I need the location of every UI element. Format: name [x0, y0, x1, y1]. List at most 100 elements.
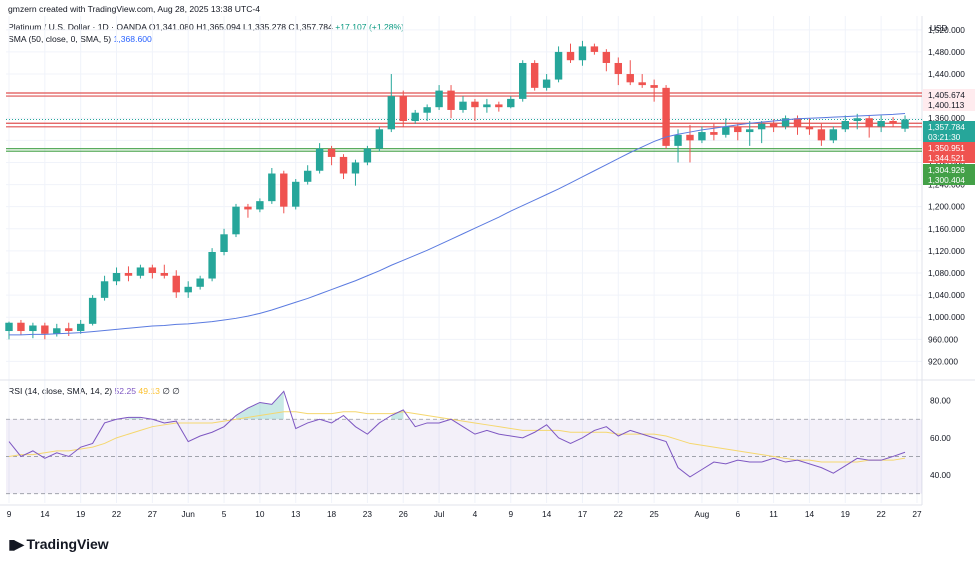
candle-body — [17, 322, 25, 332]
candle-body — [662, 87, 670, 146]
price-axis-label: 920.000 — [928, 356, 958, 366]
time-axis-label: Jun — [182, 509, 196, 519]
candle-body — [674, 134, 682, 146]
time-axis-label: Jul — [434, 509, 445, 519]
candle-body — [363, 148, 372, 163]
sma-value: 1,368.600 — [113, 34, 152, 44]
candle-body — [566, 51, 575, 61]
candle-body — [734, 126, 742, 133]
candle-body — [65, 328, 73, 332]
rsi-axis-label: 80.00 — [930, 396, 951, 406]
tradingview-logo[interactable]: ▮▶ TradingView — [8, 536, 109, 553]
candle-body — [865, 118, 873, 127]
candle-body — [686, 134, 694, 141]
candle-body — [757, 123, 766, 130]
sma-legend[interactable]: SMA (50, close, 0, SMA, 5) 1,368.600 — [8, 34, 152, 44]
time-axis-label: 6 — [735, 509, 740, 519]
candle-body — [698, 132, 706, 141]
candle-body — [375, 129, 384, 149]
price-tag: 1,350.951 — [928, 143, 965, 153]
candle-body — [148, 267, 157, 273]
candle-body — [160, 272, 169, 276]
change-value: +17.107 (+1.28%) — [335, 22, 405, 32]
time-axis-label: 22 — [877, 509, 887, 519]
time-axis-label: 9 — [7, 509, 12, 519]
candle-body — [829, 129, 838, 141]
time-axis-label: 22 — [112, 509, 122, 519]
candle-body — [244, 206, 252, 210]
candle-body — [76, 323, 85, 332]
price-axis-label: 1,200.000 — [928, 202, 965, 212]
candle-body — [100, 281, 109, 298]
candle-body — [554, 51, 563, 80]
candle-body — [578, 46, 587, 61]
resistance-tag-bg — [923, 142, 975, 163]
candle-body — [495, 104, 503, 108]
price-axis-label: 1,440.000 — [928, 69, 965, 79]
time-axis-label: Aug — [695, 509, 710, 519]
time-axis-label: 18 — [327, 509, 337, 519]
time-axis-label: 22 — [614, 509, 624, 519]
candle-body — [853, 118, 861, 122]
candle-body — [196, 278, 204, 287]
candle-body — [136, 267, 145, 276]
candle-body — [268, 173, 276, 202]
price-tag: 1,405.674 — [928, 90, 965, 100]
candle-body — [841, 121, 849, 130]
price-tag: 1,400.113 — [928, 100, 965, 110]
candle-body — [722, 126, 730, 135]
price-axis-label: 1,120.000 — [928, 246, 965, 256]
currency-label: USD — [930, 23, 948, 33]
candle-body — [459, 101, 467, 110]
rsi-axis-label: 40.00 — [930, 470, 951, 480]
candle-body — [256, 201, 264, 210]
candle-body — [387, 96, 396, 130]
rsi-label: RSI (14, close, SMA, 14, 2) — [8, 386, 113, 396]
price-tag: 1,300.404 — [928, 175, 965, 185]
candle-body — [710, 132, 718, 135]
time-axis-label: 27 — [148, 509, 158, 519]
candle-body — [602, 51, 611, 63]
candle-body — [614, 62, 623, 75]
price-tag: 1,357.784 — [928, 122, 965, 132]
candle-body — [41, 325, 49, 334]
candle-body — [232, 206, 240, 235]
price-axis-label: 1,480.000 — [928, 47, 965, 57]
time-axis-label: 23 — [363, 509, 373, 519]
candle-body — [124, 272, 133, 276]
candle-body — [638, 82, 646, 86]
candle-body — [471, 101, 479, 108]
symbol-title[interactable]: Platinum / U.S. Dollar · 1D · OANDA — [8, 22, 147, 32]
candle-body — [877, 121, 885, 127]
candle-body — [292, 181, 300, 207]
support-tag-bg — [923, 164, 975, 185]
candle-body — [746, 129, 754, 133]
sma-line — [9, 112, 906, 336]
attribution-text: gmzern created with TradingView.com, Aug… — [8, 4, 261, 14]
price-tag: 1,344.521 — [928, 153, 965, 163]
candle-body — [793, 118, 802, 127]
rsi-legend[interactable]: RSI (14, close, SMA, 14, 2) 52.25 49.13 … — [8, 386, 180, 397]
time-axis-label: 19 — [841, 509, 851, 519]
candle-body — [423, 107, 431, 113]
time-axis-label: 17 — [578, 509, 588, 519]
time-axis-label: 14 — [40, 509, 50, 519]
tradingview-logo-text: TradingView — [26, 536, 109, 552]
candle-body — [315, 148, 324, 171]
candle-body — [339, 156, 348, 174]
candle-body — [805, 126, 814, 130]
candle-body — [781, 118, 790, 127]
candle-body — [889, 121, 897, 124]
candle-body — [172, 275, 180, 293]
sma-label: SMA (50, close, 0, SMA, 5) — [8, 34, 112, 44]
rsi-ma-line — [8, 411, 906, 463]
candle-body — [542, 79, 551, 88]
price-tag: 03:21:30 — [928, 132, 961, 142]
resistance-tag-bg — [923, 89, 975, 111]
candle-body — [220, 234, 228, 252]
rsi-extra: ∅ ∅ — [162, 386, 180, 396]
rsi-line — [8, 390, 906, 478]
candle-body — [112, 272, 121, 282]
price-axis-label: 960.000 — [928, 334, 958, 344]
